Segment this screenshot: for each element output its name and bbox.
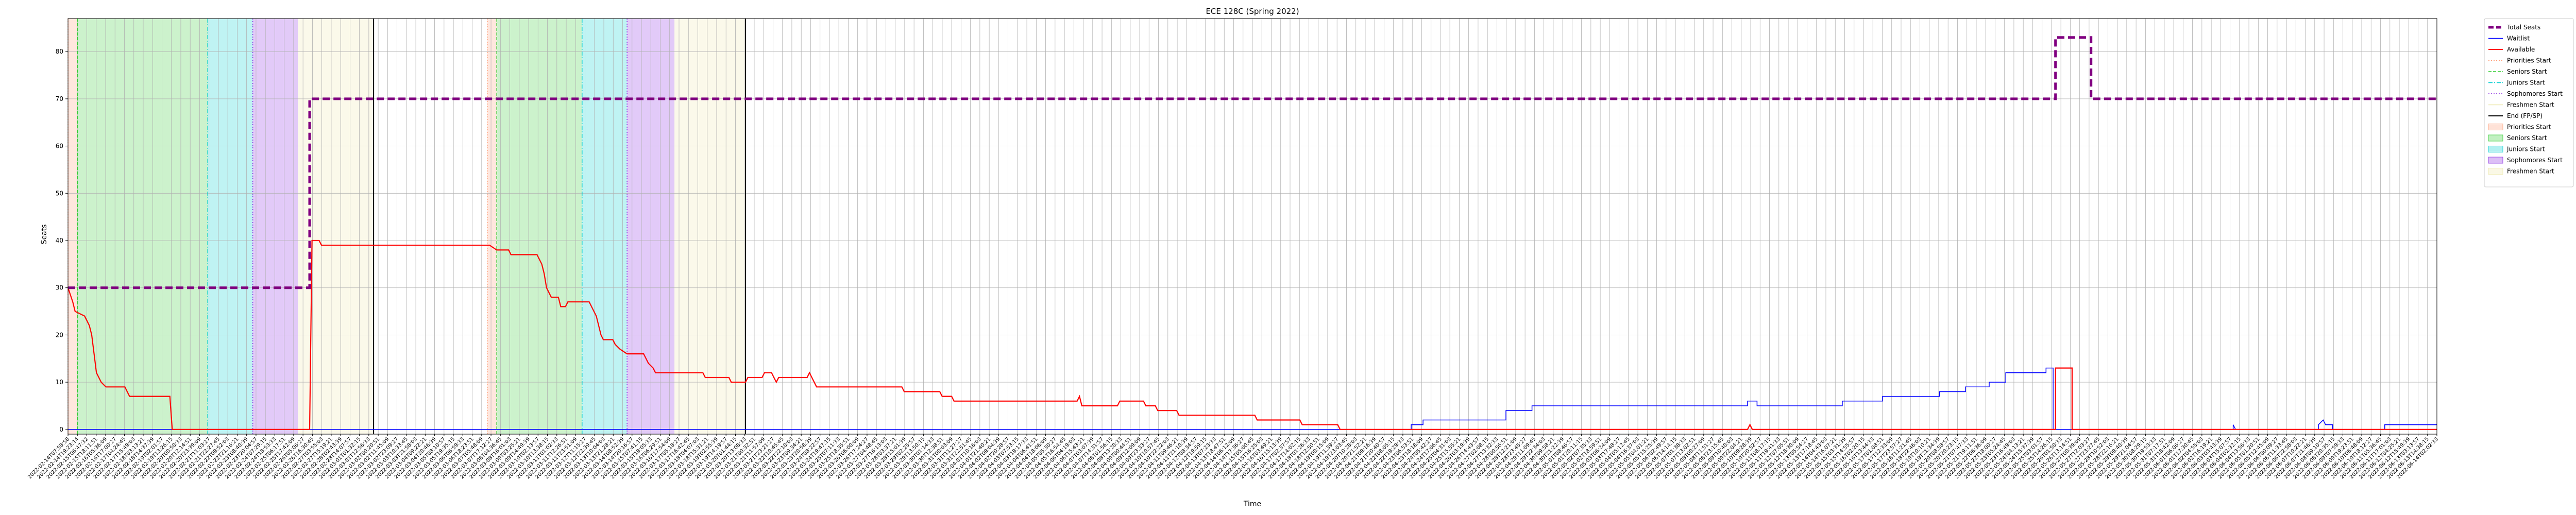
y-tick-label-70: 70 [56, 95, 63, 102]
x-axis-label: Time [1243, 500, 1261, 508]
legend-label-9: Priorities Start [2507, 124, 2551, 131]
legend-label-12: Sophomores Start [2507, 157, 2563, 164]
y-tick-label-20: 20 [56, 331, 63, 338]
region-priorities-5 [487, 19, 497, 434]
region-priorities-0 [68, 19, 77, 434]
y-tick-label-60: 60 [56, 143, 63, 150]
region-seniors-6 [497, 19, 582, 434]
legend-label-4: Seniors Start [2507, 68, 2547, 75]
y-tick-label-30: 30 [56, 284, 63, 291]
y-ticks: 0 10 20 30 40 50 60 70 80 [56, 48, 68, 433]
region-juniors-2 [208, 19, 252, 434]
legend-swatch-9 [2488, 124, 2503, 130]
legend-label-5: Juniors Start [2506, 79, 2545, 87]
legend-label-6: Sophomores Start [2507, 90, 2563, 97]
legend-label-7: Freshmen Start [2507, 101, 2554, 109]
legend-swatch-10 [2488, 135, 2503, 141]
legend-label-10: Seniors Start [2507, 134, 2547, 142]
y-tick-label-80: 80 [56, 48, 63, 55]
region-sophomores-3 [253, 19, 298, 434]
legend-label-3: Priorities Start [2507, 57, 2551, 64]
region-seniors-1 [77, 19, 208, 434]
legend-label-13: Freshmen Start [2507, 168, 2554, 175]
y-tick-label-10: 10 [56, 379, 63, 386]
chart-title: ECE 128C (Spring 2022) [1206, 7, 1299, 16]
y-tick-label-50: 50 [56, 190, 63, 197]
region-freshmen-9 [674, 19, 745, 434]
legend-label-0: Total Seats [2506, 24, 2540, 31]
region-juniors-7 [582, 19, 627, 434]
x-ticks: 2022-02-14T07:58:582022-02-14T19:23:1420… [27, 434, 2439, 480]
legend-label-1: Waitlist [2507, 35, 2530, 42]
legend-label-11: Juniors Start [2506, 146, 2545, 153]
legend-swatch-11 [2488, 146, 2503, 152]
y-axis-label: Seats [40, 225, 48, 245]
y-tick-label-0: 0 [59, 426, 63, 433]
y-tick-label-40: 40 [56, 237, 63, 244]
legend: Total Seats Waitlist Available Priorities S… [2484, 19, 2573, 187]
legend-label-8: End (FP/SP) [2507, 112, 2543, 119]
legend-swatch-12 [2488, 157, 2503, 163]
grid [68, 19, 2437, 434]
enrollment-regions [68, 19, 745, 434]
legend-label-2: Available [2507, 46, 2535, 53]
legend-swatch-13 [2488, 168, 2503, 175]
